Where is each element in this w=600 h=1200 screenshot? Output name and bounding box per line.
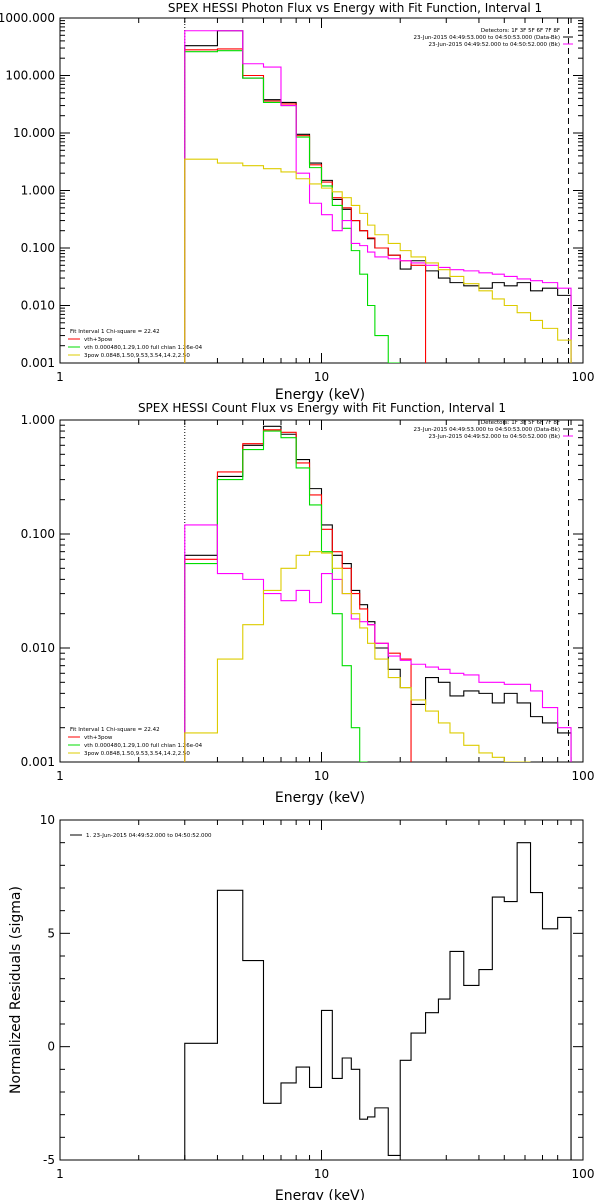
y-tick-label: 1.000: [21, 413, 55, 427]
legend-label: vth+3pow: [84, 735, 113, 741]
y-tick-label: 0.001: [21, 755, 55, 769]
detector-header: Detectors: 1F 3F 5F 6F 7F 8F 23-Jun-2015…: [414, 420, 560, 440]
series-line: [184, 50, 401, 363]
legend-label: vth 0.000480,1.29,1.00 full chian 1.26e-…: [84, 743, 203, 749]
y-axis-label: Normalized Residuals (sigma): [8, 886, 24, 1094]
x-tick-label: 1: [56, 1167, 64, 1181]
legend: Fit Interval 1 Chi-square = 22.42 vth+3p…: [70, 727, 203, 757]
x-axis: 1 10 100: [56, 18, 594, 384]
legend: Fit Interval 1 Chi-square = 22.42 vth+3p…: [70, 329, 203, 359]
plot-frame: [59, 17, 584, 364]
x-tick-label: 10: [314, 370, 329, 384]
x-tick-label: 100: [572, 370, 595, 384]
series-line: [184, 30, 572, 363]
header-line: 23-Jun-2015 04:49:53.000 to 04:50:53.000…: [414, 427, 560, 433]
legend-label: Fit Interval 1 Chi-square = 22.42: [70, 727, 160, 733]
y-tick-label: 0.001: [21, 356, 55, 370]
x-tick-label: 1: [56, 769, 64, 783]
header-line: 23-Jun-2015 04:49:52.000 to 04:50:52.000…: [428, 434, 560, 440]
y-tick-label: 0.010: [21, 299, 55, 313]
series-line: [184, 30, 572, 363]
legend-label: vth+3pow: [84, 337, 113, 343]
y-tick-label: -5: [43, 1153, 55, 1167]
y-tick-label: 0.100: [21, 527, 55, 541]
y-tick-label: 100.000: [5, 69, 55, 83]
legend-label: 1. 23-Jun-2015 04:49:52.000 to 04:50:52.…: [86, 833, 212, 839]
header-line: Detectors: 1F 3F 5F 6F 7F 8F: [481, 420, 560, 426]
residuals-panel: Energy (keV) Normalized Residuals (sigma…: [8, 813, 594, 1200]
y-tick-label: 10.000: [13, 126, 55, 140]
legend-label: 3pow 0.0848,1.50,9.53,3.54,14.2,2.50: [84, 353, 190, 359]
series-line: [184, 842, 572, 1160]
panel-title: SPEX HESSI Photon Flux vs Energy with Fi…: [168, 1, 542, 15]
series-group: [184, 425, 572, 762]
y-tick-label: 0.010: [21, 641, 55, 655]
legend: 1. 23-Jun-2015 04:49:52.000 to 04:50:52.…: [86, 833, 212, 839]
y-tick-label: 1000.000: [0, 11, 55, 25]
series-line: [184, 158, 572, 363]
plot-frame: [59, 819, 584, 1161]
photon-flux-panel: SPEX HESSI Photon Flux vs Energy with Fi…: [0, 1, 594, 403]
x-axis: 1 10 100: [56, 420, 594, 783]
series-line: [184, 430, 368, 762]
y-tick-label: 0.100: [21, 241, 55, 255]
series-line: [184, 48, 427, 363]
series-group: [184, 30, 572, 363]
header-line: 23-Jun-2015 04:49:52.000 to 04:50:52.000…: [428, 42, 560, 48]
x-axis-label: Energy (keV): [275, 790, 365, 806]
series-line: [184, 551, 531, 762]
y-axis: 0.001 0.010 0.100 1.000 10.000 100.000 1000.00…: [0, 11, 583, 370]
x-axis: 1 10 100: [56, 820, 594, 1181]
y-axis: 0.001 0.010 0.100 1.000: [21, 413, 583, 769]
x-tick-label: 100: [572, 1167, 595, 1181]
series-group: [184, 842, 572, 1160]
y-tick-label: 5: [47, 926, 55, 940]
x-tick-label: 10: [314, 769, 329, 783]
x-axis-label: Energy (keV): [275, 387, 365, 403]
legend-label: vth 0.000480,1.29,1.00 full chian 1.26e-…: [84, 345, 203, 351]
panel-title: SPEX HESSI Count Flux vs Energy with Fit…: [138, 401, 506, 415]
y-tick-label: 0: [47, 1040, 55, 1054]
x-tick-label: 10: [314, 1167, 329, 1181]
y-tick-label: 1.000: [21, 184, 55, 198]
legend-label: Fit Interval 1 Chi-square = 22.42: [70, 329, 160, 335]
y-tick-label: 10: [40, 813, 55, 827]
x-axis-label: Energy (keV): [275, 1188, 365, 1200]
count-flux-panel: SPEX HESSI Count Flux vs Energy with Fit…: [21, 401, 595, 806]
detector-header: Detectors: 1F 3F 5F 6F 7F 8F 23-Jun-2015…: [414, 28, 560, 48]
header-line: Detectors: 1F 3F 5F 6F 7F 8F: [481, 28, 560, 34]
series-line: [184, 524, 572, 762]
x-tick-label: 1: [56, 370, 64, 384]
x-tick-label: 100: [572, 769, 595, 783]
header-line: 23-Jun-2015 04:49:53.000 to 04:50:53.000…: [414, 35, 560, 41]
legend-label: 3pow 0.0848,1.50,9.53,3.54,14.2,2.50: [84, 751, 190, 757]
y-axis: -5 0 5 10: [40, 813, 583, 1167]
